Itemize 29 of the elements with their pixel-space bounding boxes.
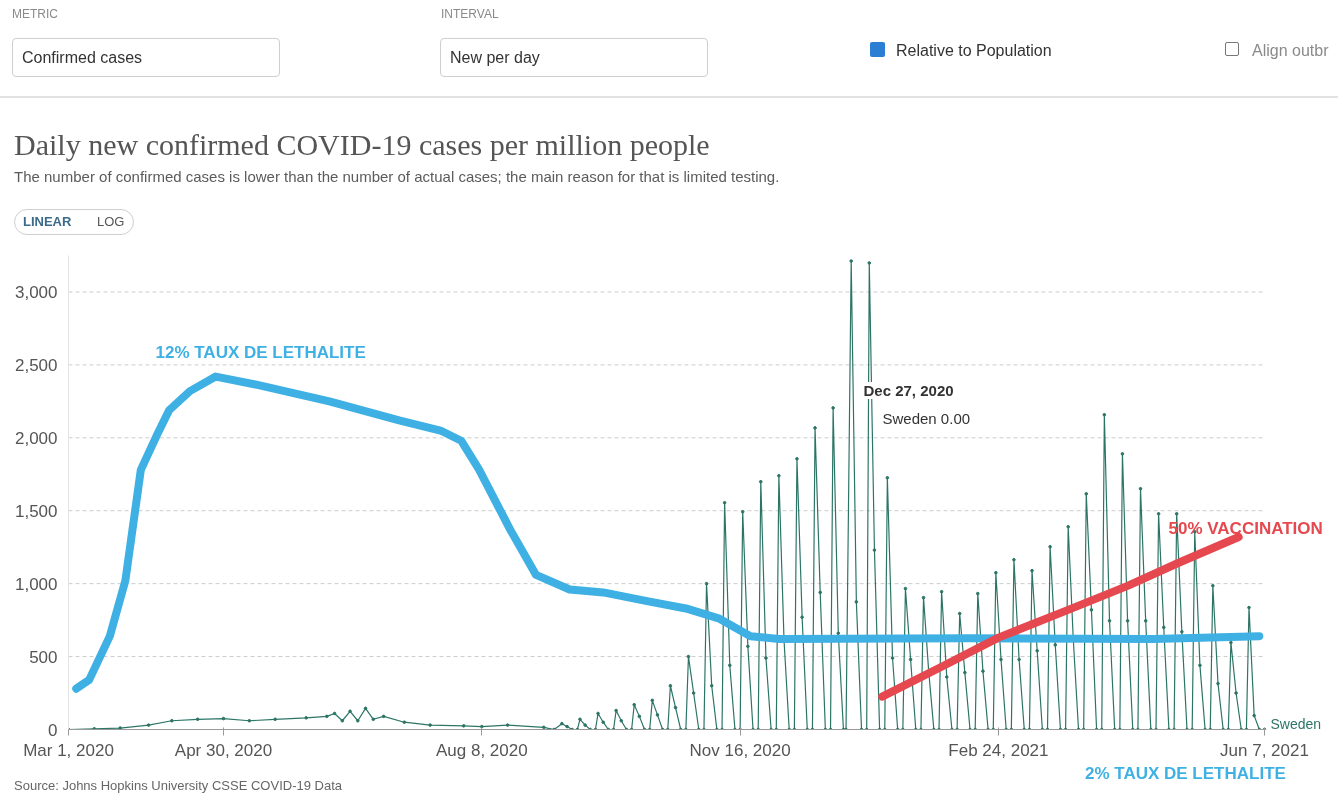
annotation: Sweden 0.00	[882, 410, 971, 427]
annotation: Dec 27, 2020	[863, 382, 954, 399]
text: LINEAR	[23, 214, 72, 230]
source-note: Source: Johns Hopkins University CSSE COVID-19 Data	[14, 778, 343, 794]
annotation: 12% TAUX DE LETHALITE	[155, 343, 366, 362]
text: 2% TAUX DE LETHALITE	[1085, 764, 1286, 785]
text: INTERVAL	[441, 7, 499, 22]
chart-title: Daily new confirmed COVID-19 cases per million people	[14, 127, 710, 163]
x-tick-label: Feb 24, 2021	[948, 740, 1049, 760]
y-tick-label: 3,000	[14, 282, 58, 302]
y-tick-label: 0	[48, 720, 58, 740]
text: New per day	[450, 48, 540, 68]
y-tick-label: 1,500	[14, 501, 58, 521]
x-tick-label: Mar 1, 2020	[23, 740, 114, 760]
x-tick-label: Nov 16, 2020	[689, 740, 791, 760]
y-tick-label: 2,500	[14, 355, 58, 375]
y-tick-label: 2,000	[14, 428, 58, 448]
text: Relative to Population	[896, 41, 1052, 61]
x-tick-label: Jun 7, 2021	[1220, 740, 1309, 760]
text: LOG	[97, 214, 125, 230]
text: METRIC	[12, 7, 58, 22]
series-label: Sweden	[1270, 715, 1322, 732]
x-tick-label: Aug 8, 2020	[435, 740, 528, 760]
text: Confirmed cases	[22, 48, 143, 68]
y-tick-label: 500	[29, 647, 58, 667]
y-tick-label: 1,000	[14, 574, 58, 594]
x-tick-label: Apr 30, 2020	[174, 740, 273, 760]
text: Align outbr	[1252, 41, 1329, 61]
chart-subtitle: The number of confirmed cases is lower than the number of actual cases; the main reason for that is limited testing.	[14, 168, 780, 186]
